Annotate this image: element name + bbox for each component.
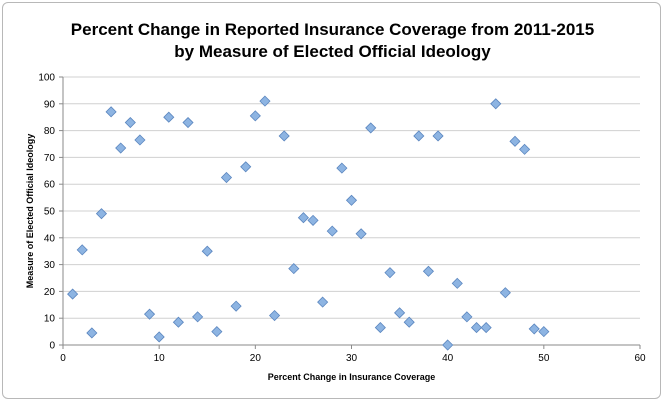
x-tick-label: 10	[154, 353, 166, 364]
data-point	[105, 106, 117, 118]
data-point	[480, 322, 492, 334]
data-point	[182, 116, 194, 129]
data-point	[269, 309, 281, 322]
y-tick-label: 60	[44, 180, 56, 191]
data-point	[143, 308, 156, 320]
x-tick-label: 60	[634, 353, 646, 364]
data-point	[240, 161, 252, 173]
axes	[59, 76, 641, 349]
data-point	[490, 98, 502, 110]
data-point	[538, 326, 550, 338]
chart-frame	[2, 2, 661, 399]
data-point	[230, 300, 242, 312]
data-point	[384, 267, 396, 279]
data-point	[336, 162, 348, 174]
data-point	[326, 225, 338, 237]
y-axis-label: Measure of Elected Official Ideology	[25, 134, 35, 289]
data-point	[432, 130, 444, 142]
data-point	[317, 296, 329, 308]
x-tick-label: 0	[60, 353, 66, 364]
data-point	[470, 322, 483, 334]
data-point	[365, 122, 377, 134]
data-point	[288, 263, 300, 275]
data-point	[124, 116, 136, 129]
data-point	[403, 316, 415, 328]
data-point	[422, 265, 434, 277]
x-tick-label: 20	[250, 353, 262, 364]
y-tick-label: 80	[44, 126, 56, 137]
y-tick-label: 20	[44, 287, 56, 298]
data-point	[86, 327, 98, 339]
chart-title-line-2: by Measure of Elected Official Ideology	[174, 42, 491, 61]
data-points	[67, 95, 550, 351]
data-point	[259, 95, 271, 107]
y-tick-label: 10	[44, 314, 56, 325]
y-tick-label: 70	[44, 153, 56, 164]
data-point	[134, 134, 146, 146]
data-point	[201, 245, 213, 257]
data-point	[509, 135, 521, 147]
x-tick-labels: 0 10 20 30 40 50 60	[60, 353, 646, 364]
data-point	[413, 130, 425, 142]
data-point	[451, 277, 463, 289]
data-point	[192, 311, 204, 323]
data-point	[220, 171, 233, 184]
chart-title-line-1: Percent Change in Reported Insurance Cov…	[70, 20, 595, 39]
data-point	[307, 214, 319, 226]
data-point	[374, 322, 386, 334]
y-tick-label: 90	[44, 99, 56, 110]
data-point	[153, 331, 165, 343]
y-tick-label: 30	[44, 260, 56, 271]
data-point	[297, 212, 309, 224]
data-point	[211, 326, 223, 338]
data-point	[95, 208, 108, 220]
data-point	[172, 316, 184, 328]
data-point	[278, 130, 290, 142]
x-axis-label: Percent Change in Insurance Coverage	[268, 372, 436, 382]
data-point	[249, 110, 261, 122]
data-point	[163, 111, 175, 123]
data-point	[67, 288, 79, 300]
y-tick-label: 100	[38, 73, 55, 84]
data-point	[499, 287, 511, 299]
y-tick-label: 0	[49, 341, 55, 352]
gridlines	[63, 76, 640, 319]
data-point	[115, 142, 127, 154]
data-point	[355, 228, 367, 240]
x-tick-label: 30	[346, 353, 358, 364]
data-point	[442, 339, 454, 351]
data-point	[519, 143, 531, 155]
y-tick-label: 40	[44, 233, 56, 244]
data-point	[76, 244, 88, 256]
y-tick-label: 50	[44, 207, 56, 218]
data-point	[528, 323, 540, 335]
data-point	[461, 311, 473, 323]
y-tick-labels: 0 10 20 30 40 50 60 70 80 90 100	[38, 73, 55, 352]
data-point	[345, 194, 358, 206]
x-tick-label: 40	[442, 353, 454, 364]
data-point	[394, 307, 406, 319]
x-tick-label: 50	[538, 353, 550, 364]
